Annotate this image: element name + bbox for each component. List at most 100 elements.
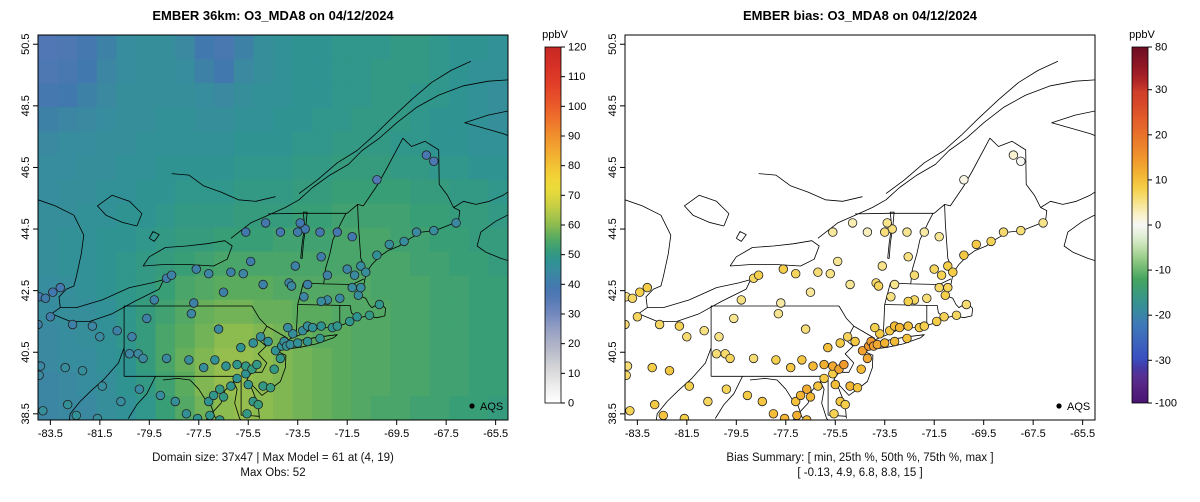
svg-text:-77.5: -77.5: [186, 428, 211, 440]
station-marker: [189, 298, 199, 308]
station-marker: [903, 252, 913, 262]
station-marker: [721, 384, 732, 394]
svg-text:-79.5: -79.5: [137, 428, 162, 440]
station-marker: [170, 396, 181, 407]
svg-text:46.5: 46.5: [20, 157, 32, 178]
station-marker: [203, 268, 214, 279]
station-marker: [213, 324, 224, 334]
station-marker: [353, 290, 364, 300]
station-marker: [87, 321, 98, 331]
station-marker: [986, 236, 996, 247]
station-marker: [332, 227, 343, 237]
station-marker: [191, 264, 202, 274]
right-caption-line2: [ -0.13, 4.9, 6.8, 8.8, 15 ]: [797, 467, 923, 479]
station-marker: [813, 381, 823, 391]
station-marker: [856, 364, 866, 374]
svg-text:-81.5: -81.5: [674, 428, 699, 440]
axes: -83.5 -81.5 -79.5 -77.5 -75.5 -73.5 -71.5 -69.5…: [607, 33, 1095, 440]
station-marker: [149, 295, 160, 305]
station-marker: [1038, 218, 1048, 228]
station-marker: [97, 381, 108, 391]
svg-text:-83.5: -83.5: [38, 428, 63, 440]
station-marker: [253, 399, 263, 410]
station-marker: [742, 390, 753, 401]
station-marker: [349, 270, 360, 280]
station-marker: [186, 309, 197, 319]
station-marker: [934, 282, 944, 293]
station-marker: [903, 296, 913, 307]
svg-text:-67.5: -67.5: [1021, 428, 1046, 440]
station-marker: [345, 316, 355, 327]
station-marker: [647, 362, 657, 373]
station-marker: [322, 270, 333, 280]
svg-text:90: 90: [568, 131, 580, 143]
station-marker: [361, 267, 371, 277]
station-marker: [802, 384, 812, 394]
station-marker: [155, 390, 166, 401]
station-marker: [429, 225, 439, 236]
station-marker: [790, 396, 801, 407]
station-marker: [210, 355, 220, 365]
station-marker: [71, 410, 81, 420]
station-marker: [943, 282, 953, 293]
svg-text:-77.5: -77.5: [773, 428, 798, 440]
station-marker: [215, 415, 225, 420]
station-marker: [293, 227, 303, 237]
station-marker: [625, 370, 631, 380]
aqs-legend: AQS: [1056, 401, 1090, 413]
station-marker: [1016, 156, 1026, 167]
station-marker: [332, 321, 343, 331]
station-marker: [429, 156, 439, 167]
station-marker: [399, 236, 409, 247]
station-marker: [411, 227, 422, 237]
station-marker: [748, 353, 759, 364]
svg-text:AQS: AQS: [1067, 401, 1090, 413]
svg-text:-100: -100: [1155, 398, 1177, 410]
station-marker: [352, 312, 362, 322]
svg-text:-30: -30: [1155, 355, 1171, 367]
station-marker: [998, 227, 1009, 237]
svg-text:ppbV: ppbV: [542, 29, 568, 41]
svg-text:100: 100: [568, 101, 586, 113]
left-caption: Domain size: 37x47 | Max Model = 61 at (…: [38, 451, 508, 481]
station-marker: [961, 299, 972, 310]
station-marker: [948, 267, 958, 277]
svg-text:-73.5: -73.5: [872, 428, 897, 440]
station-marker: [63, 399, 73, 410]
station-marker: [919, 227, 930, 237]
svg-text:0: 0: [568, 398, 574, 410]
station-marker: [347, 231, 357, 242]
svg-text:20: 20: [1155, 129, 1167, 141]
station-marker: [92, 413, 103, 420]
station-marker: [825, 268, 836, 279]
station-marker: [286, 281, 297, 291]
station-marker: [795, 390, 806, 401]
station-marker: [38, 370, 44, 380]
station-marker: [307, 322, 318, 333]
plot-border: [624, 34, 1096, 421]
station-marker: [951, 310, 962, 321]
station-marker: [725, 353, 735, 364]
station-marker: [790, 268, 801, 279]
svg-text:-67.5: -67.5: [434, 428, 459, 440]
svg-text:46.5: 46.5: [607, 157, 619, 178]
station-marker: [840, 399, 850, 410]
station-marker: [290, 261, 300, 271]
station-marker: [785, 362, 796, 373]
station-marker: [221, 361, 231, 371]
station-marker: [880, 227, 890, 237]
station-marker: [295, 218, 305, 228]
left-caption-line2: Max Obs: 52: [240, 467, 306, 479]
station-marker: [255, 332, 266, 342]
svg-text:40.5: 40.5: [607, 341, 619, 362]
station-marker: [226, 381, 236, 391]
station-marker: [771, 355, 781, 365]
station-marker: [356, 282, 366, 293]
station-marker: [909, 270, 920, 280]
svg-text:80: 80: [1155, 42, 1167, 54]
svg-text:40.5: 40.5: [20, 341, 32, 362]
station-marker: [736, 295, 747, 305]
svg-text:30: 30: [568, 309, 580, 321]
station-marker: [335, 293, 345, 304]
